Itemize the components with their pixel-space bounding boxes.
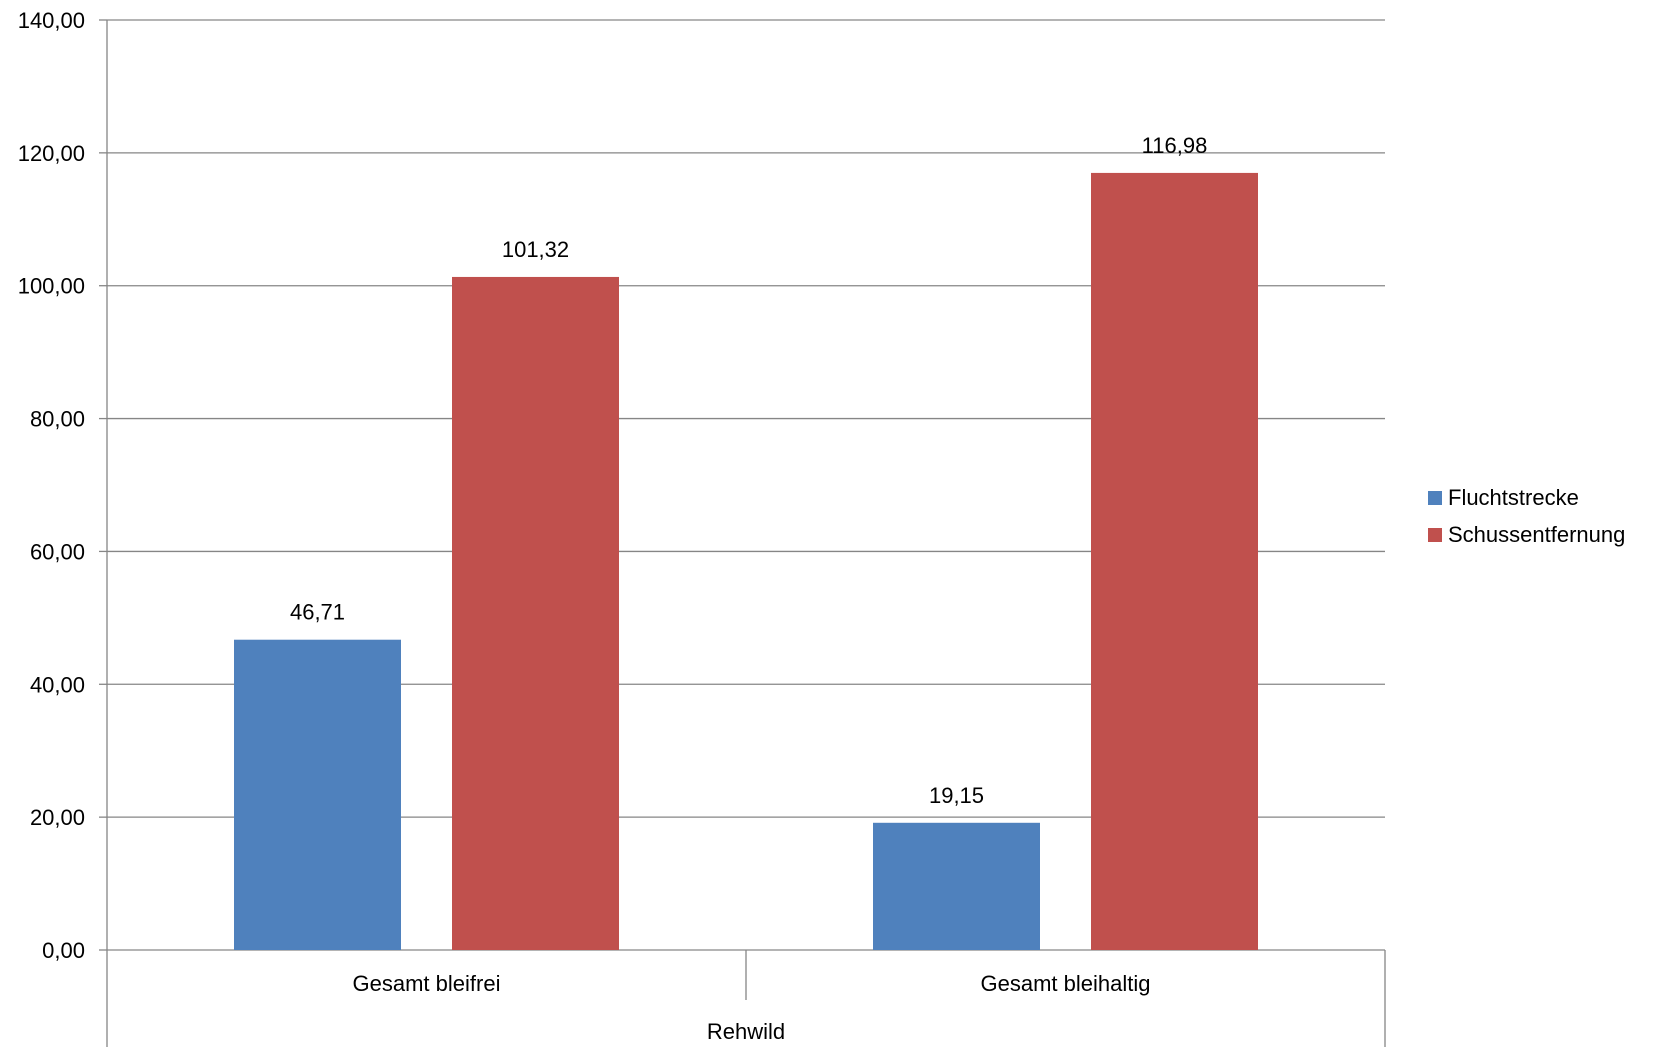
x-axis-category-labels: Gesamt bleifrei Gesamt bleihaltig Rehwil… xyxy=(353,971,1151,1044)
y-tick-label-3: 60,00 xyxy=(30,539,85,564)
y-tick-label-6: 120,00 xyxy=(18,141,85,166)
bar-schussentfernung-1 xyxy=(1091,172,1258,950)
data-label-fluchtstrecke-0: 46,71 xyxy=(290,600,345,625)
legend-item-schussentfernung: Schussentfernung xyxy=(1428,521,1625,549)
legend: Fluchtstrecke Schussentfernung xyxy=(1428,484,1625,558)
y-tick-label-0: 0,00 xyxy=(42,938,85,963)
bar-fluchtstrecke-1 xyxy=(873,822,1040,950)
data-label-fluchtstrecke-1: 19,15 xyxy=(929,783,984,808)
axes xyxy=(99,19,1386,1047)
bar-fluchtstrecke-0 xyxy=(234,639,401,950)
group-label-rehwild: Rehwild xyxy=(707,1019,785,1044)
y-tick-label-4: 80,00 xyxy=(30,407,85,432)
legend-label-schussentfernung: Schussentfernung xyxy=(1448,522,1626,547)
y-tick-label-1: 20,00 xyxy=(30,805,85,830)
data-label-schussentfernung-1: 116,98 xyxy=(1142,133,1208,158)
legend-swatch-fluchtstrecke xyxy=(1428,491,1442,505)
data-label-schussentfernung-0: 101,32 xyxy=(502,237,569,262)
data-labels: 46,71 19,15 101,32 116,98 xyxy=(290,133,1207,808)
legend-label-fluchtstrecke: Fluchtstrecke xyxy=(1448,485,1579,510)
bar-schussentfernung-0 xyxy=(452,276,619,951)
category-label-gesamt-bleifrei: Gesamt bleifrei xyxy=(353,971,501,996)
category-label-gesamt-bleihaltig: Gesamt bleihaltig xyxy=(981,971,1151,996)
y-axis-tick-labels: 0,00 20,00 40,00 60,00 80,00 100,00 120,00 140,… xyxy=(18,8,85,963)
y-tick-label-7: 140,00 xyxy=(18,8,85,33)
y-tick-label-5: 100,00 xyxy=(18,274,85,299)
legend-swatch-schussentfernung xyxy=(1428,528,1442,542)
y-tick-label-2: 40,00 xyxy=(30,672,85,697)
legend-item-fluchtstrecke: Fluchtstrecke xyxy=(1428,484,1625,512)
bars xyxy=(234,172,1258,951)
